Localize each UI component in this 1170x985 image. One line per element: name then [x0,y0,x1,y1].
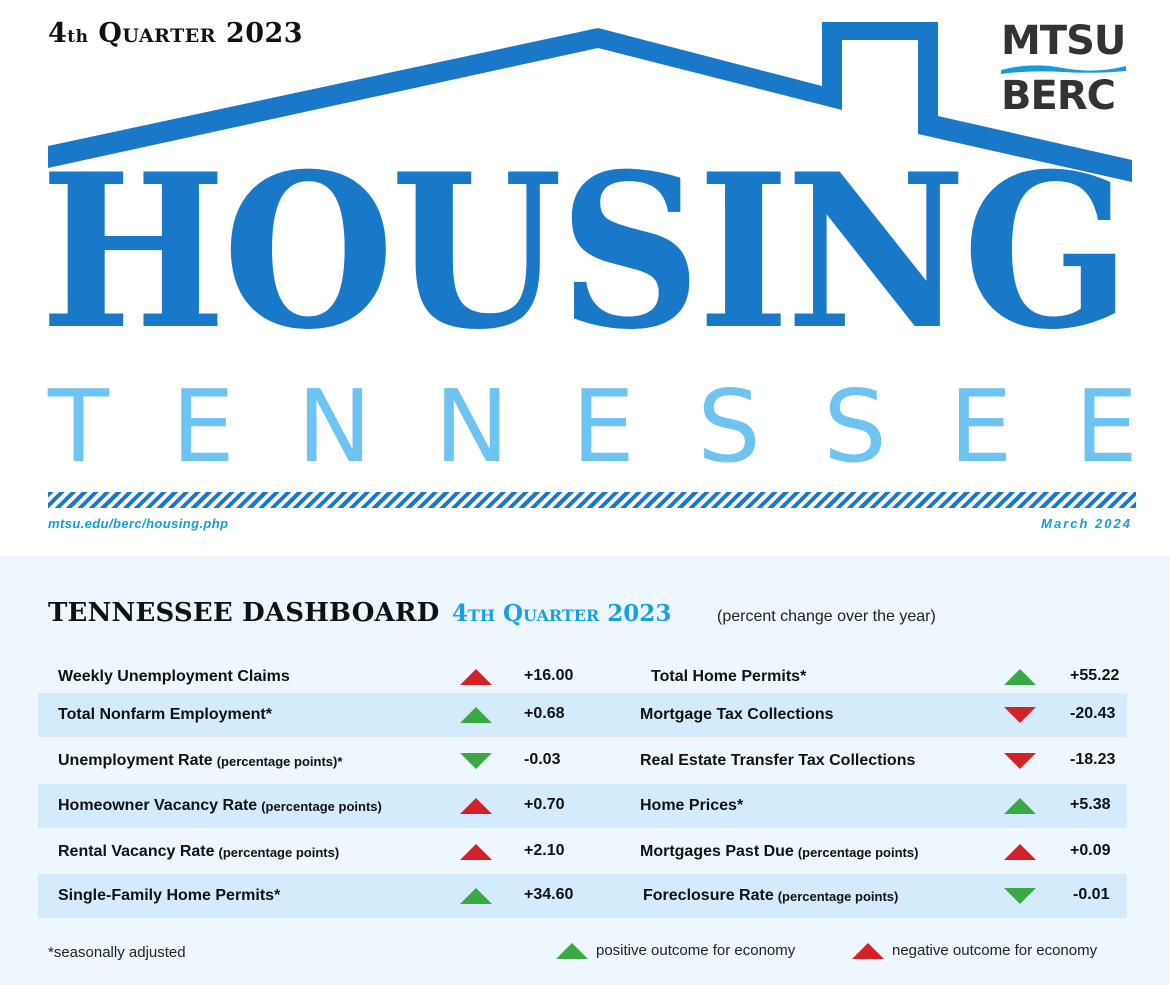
indicator-note: (percentage points) [218,844,340,860]
table-row: Mortgage Tax Collections [640,693,834,737]
table-row: Weekly Unemployment Claims [58,655,290,699]
dashboard-heading: TENNESSEE DASHBOARD 4th Quarter 2023 [48,598,671,628]
report-header: 4th Quarter 2023 MTSU BERC HOUSING T E N… [40,18,1138,531]
subtitle-letter: E [171,368,235,485]
logo-berc-text: BERC [1001,73,1116,119]
house-outline-graphic [48,22,1132,182]
tennessee-subtitle: T E N N E S S E E [48,368,1138,485]
subtitle-letter: T [48,368,110,485]
down-arrow-icon [1004,707,1036,723]
indicator-label: Foreclosure Rate [643,887,774,904]
indicator-note: (percentage points)* [216,753,343,769]
up-arrow-icon [1004,798,1036,814]
footnote: *seasonally adjusted [48,944,186,961]
subtitle-letter: E [1074,368,1138,485]
striped-divider [48,492,1136,508]
table-row: Total Nonfarm Employment* [58,693,272,737]
legend-negative: negative outcome for economy [852,942,1097,959]
up-arrow-icon [460,844,492,860]
dashboard-quarter: 4th Quarter 2023 [451,600,672,627]
green-up-arrow-icon [556,942,588,959]
website-link[interactable]: mtsu.edu/berc/housing.php [48,516,229,531]
indicator-note: (percentage points) [261,798,382,814]
dashboard-subtitle: (percent change over the year) [717,608,936,625]
indicator-label: Rental Vacancy Rate [58,843,215,860]
table-row: Real Estate Transfer Tax Collections [640,739,915,783]
report-quarter-title: 4th Quarter 2023 [48,18,304,49]
indicator-value: -0.03 [524,751,561,768]
subtitle-letter: S [697,368,761,485]
indicator-note: (percentage points) [797,844,919,860]
table-row-band [38,784,1127,828]
indicator-value: +0.68 [524,705,565,722]
indicator-label: Total Nonfarm Employment* [58,706,272,723]
subtitle-letter: E [571,368,635,485]
table-row: Rental Vacancy Rate (percentage points) [58,830,339,874]
indicator-label: Mortgage Tax Collections [640,706,834,723]
subtitle-letter: N [434,368,510,485]
indicator-value: +0.09 [1070,842,1111,859]
publication-date: March 2024 [1041,516,1132,531]
table-row: Unemployment Rate (percentage points)* [58,739,342,783]
indicator-value: +34.60 [524,886,574,903]
indicator-label: Unemployment Rate [58,752,213,769]
indicator-note: (percentage points) [777,888,899,904]
subtitle-letter: S [823,368,887,485]
down-arrow-icon [1004,888,1036,904]
red-up-arrow-icon [852,942,884,959]
indicator-label: Home Prices* [640,797,744,814]
down-arrow-icon [460,753,492,769]
dashboard-title: TENNESSEE DASHBOARD [48,598,440,628]
up-arrow-icon [460,707,492,723]
indicator-value: +0.70 [524,796,565,813]
legend-positive-label: positive outcome for economy [596,942,796,959]
mtsu-berc-logo: MTSU BERC [995,18,1135,119]
indicator-value: +16.00 [524,667,574,684]
table-row: Total Home Permits* [651,655,806,699]
housing-title: HOUSING [40,127,1131,376]
indicator-value: +55.22 [1070,667,1120,684]
table-row-band [38,693,1127,737]
subtitle-letter: E [949,368,1013,485]
tennessee-dashboard: TENNESSEE DASHBOARD 4th Quarter 2023 (pe… [0,556,1170,985]
up-arrow-icon [1004,844,1036,860]
indicator-value: -0.01 [1073,886,1110,903]
table-row-band [38,874,1127,918]
indicator-value: -18.23 [1070,751,1116,768]
indicator-value: -20.43 [1070,705,1116,722]
logo-wave-icon [1001,65,1126,74]
indicator-label: Homeowner Vacancy Rate [58,797,258,814]
indicator-label: Total Home Permits* [651,668,807,685]
down-arrow-icon [1004,753,1036,769]
table-row: Home Prices* [640,784,743,828]
table-row: Single-Family Home Permits* [58,874,280,918]
up-arrow-icon [1004,669,1036,685]
up-arrow-icon [460,888,492,904]
up-arrow-icon [460,798,492,814]
logo-mtsu-text: MTSU [1001,18,1126,64]
table-row: Foreclosure Rate (percentage points) [643,874,898,918]
subtitle-letter: N [297,368,372,485]
up-arrow-icon [460,669,492,685]
indicator-value: +2.10 [524,842,565,859]
legend-negative-label: negative outcome for economy [892,942,1098,959]
indicator-label: Weekly Unemployment Claims [58,668,290,685]
indicator-label: Mortgages Past Due [640,843,794,860]
indicator-label: Single-Family Home Permits* [58,887,281,904]
table-row: Homeowner Vacancy Rate (percentage points… [58,784,382,828]
indicator-value: +5.38 [1070,796,1111,813]
legend-positive: positive outcome for economy [556,942,795,959]
indicator-label: Real Estate Transfer Tax Collections [640,752,916,769]
table-row: Mortgages Past Due (percentage points) [640,830,918,874]
